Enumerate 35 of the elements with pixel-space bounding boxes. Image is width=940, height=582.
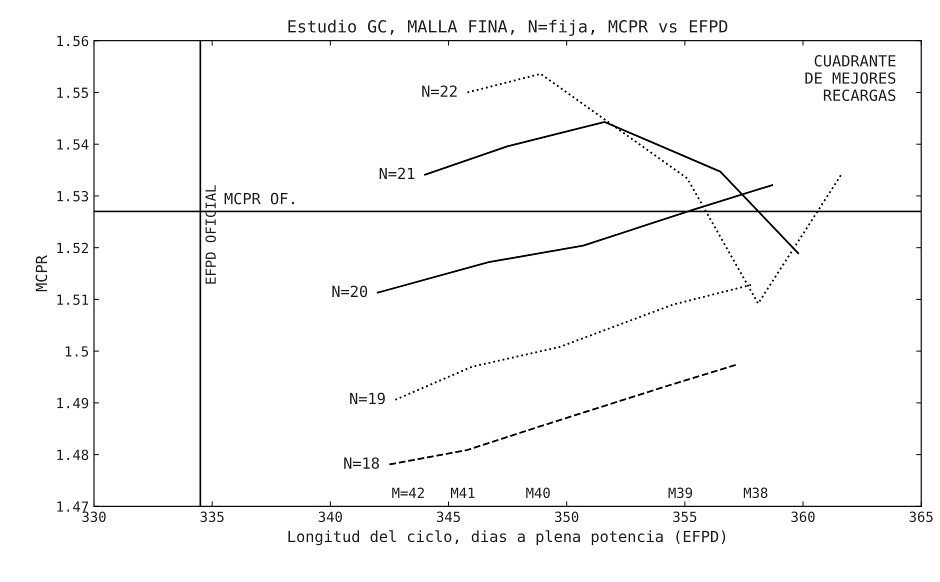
y-tick-label: 1.48 bbox=[57, 450, 88, 460]
annotation: M38 bbox=[744, 488, 768, 498]
chart-title: Estudio GC, MALLA FINA, N=fija, MCPR vs EFPD bbox=[288, 20, 728, 36]
ref-line-label: MCPR OF. bbox=[224, 192, 294, 204]
x-tick-label: 340 bbox=[318, 512, 342, 522]
series-label: N=21 bbox=[380, 168, 414, 179]
x-tick-label: 335 bbox=[200, 512, 224, 522]
x-tick-label: 330 bbox=[82, 512, 106, 522]
x-tick-label: 350 bbox=[555, 512, 578, 522]
x-tick-label: 345 bbox=[436, 512, 460, 522]
y-axis-title: MCPR bbox=[36, 255, 48, 292]
series-label: N=19 bbox=[350, 392, 385, 404]
series-label: N=18 bbox=[344, 457, 379, 469]
ref-line-label: EFPD OFICIAL bbox=[205, 185, 216, 284]
annotation: M=42 bbox=[392, 488, 424, 498]
annotation: CUADRANTE DE MEJORES RECARGAS bbox=[805, 55, 896, 102]
series-label: N=22 bbox=[422, 85, 457, 97]
y-tick-label: 1.49 bbox=[57, 398, 88, 408]
line-series bbox=[388, 364, 738, 466]
y-tick-label: 1.56 bbox=[57, 36, 88, 46]
annotation: M41 bbox=[450, 488, 475, 498]
series-label: N=20 bbox=[332, 286, 368, 298]
y-tick-label: 1.53 bbox=[57, 190, 88, 202]
y-tick-label: 1.52 bbox=[57, 242, 88, 254]
x-axis-title: Longitud del ciclo, dias a plena potencia (EFPD) bbox=[288, 530, 726, 546]
x-tick-label: 365 bbox=[910, 512, 933, 522]
annotation: M40 bbox=[526, 488, 550, 498]
y-tick-label: 1.5 bbox=[66, 346, 88, 357]
x-tick-label: 355 bbox=[673, 512, 696, 522]
annotation: M39 bbox=[668, 488, 692, 498]
y-tick-label: 1.55 bbox=[57, 88, 88, 98]
x-tick-label: 360 bbox=[791, 512, 815, 522]
y-tick-label: 1.54 bbox=[57, 139, 88, 150]
y-tick-label: 1.47 bbox=[57, 502, 88, 512]
y-tick-label: 1.51 bbox=[57, 294, 88, 305]
